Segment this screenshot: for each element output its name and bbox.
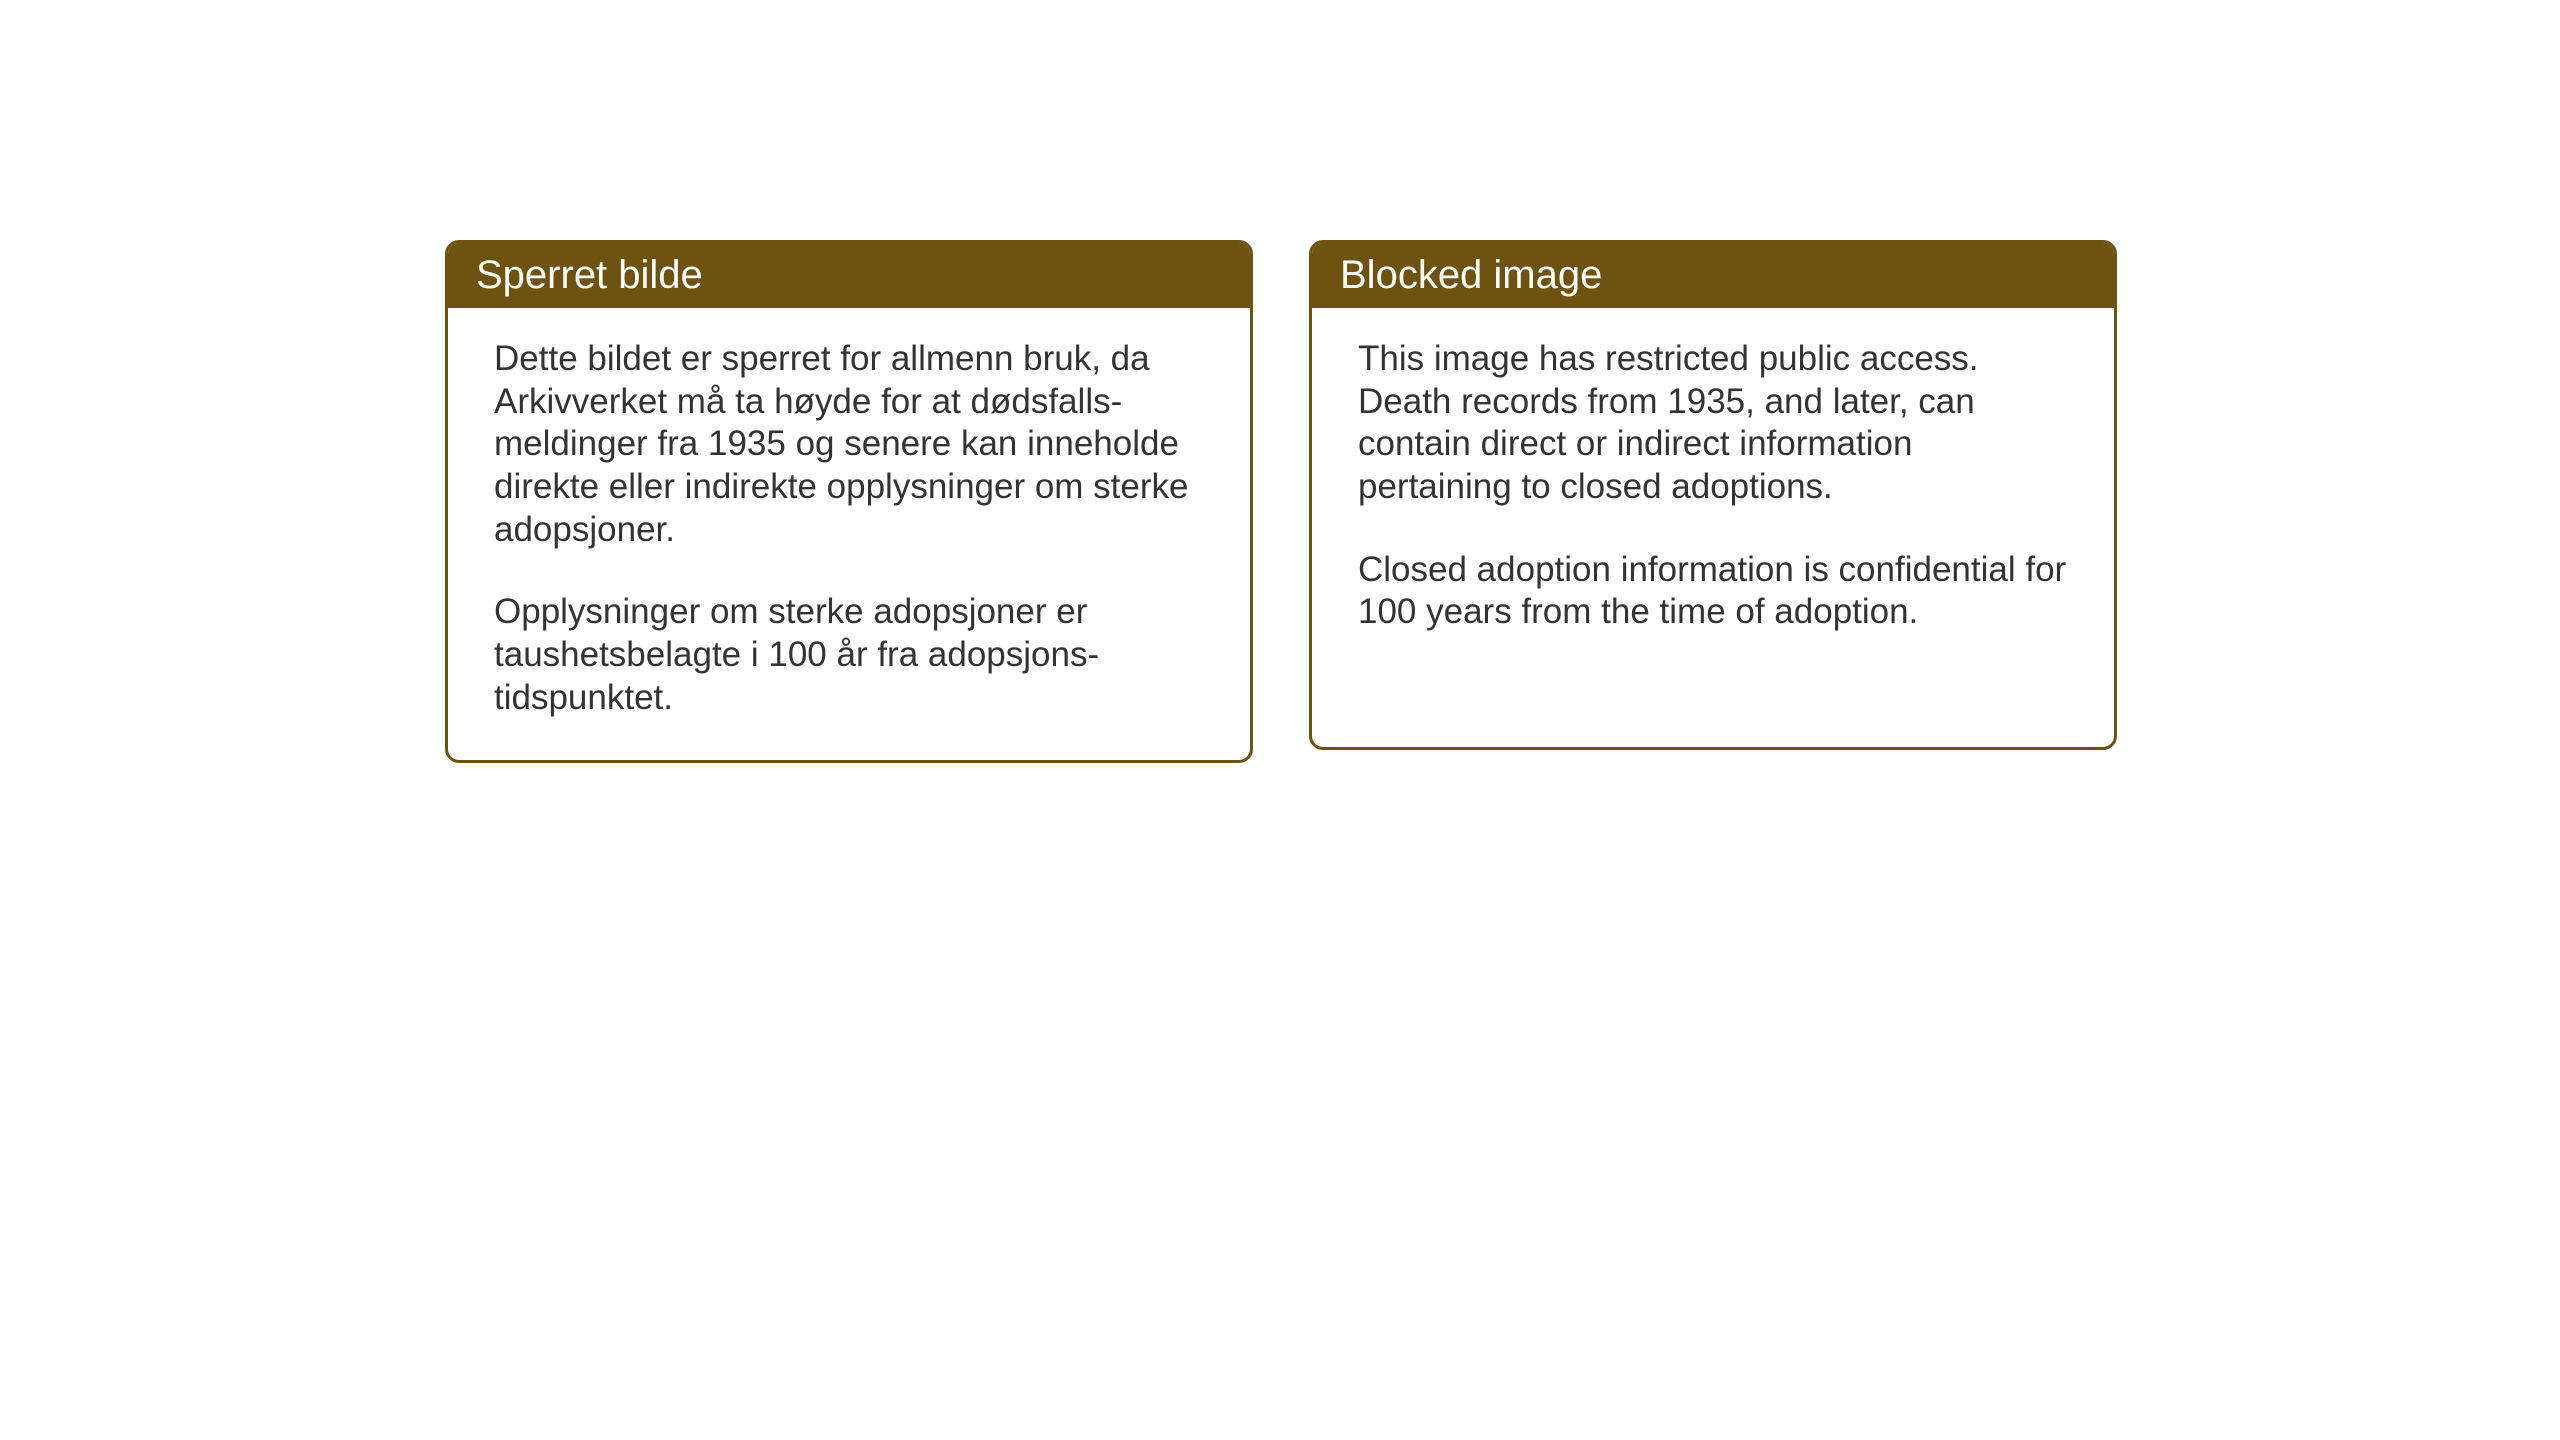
card-body-english: This image has restricted public access.… bbox=[1312, 308, 2114, 674]
card-header-english: Blocked image bbox=[1312, 243, 2114, 308]
card-paragraph-1-norwegian: Dette bildet er sperret for allmenn bruk… bbox=[494, 338, 1204, 551]
card-header-norwegian: Sperret bilde bbox=[448, 243, 1250, 308]
notice-card-english: Blocked image This image has restricted … bbox=[1309, 240, 2117, 750]
notice-container: Sperret bilde Dette bildet er sperret fo… bbox=[445, 240, 2117, 763]
card-body-norwegian: Dette bildet er sperret for allmenn bruk… bbox=[448, 308, 1250, 760]
card-paragraph-2-norwegian: Opplysninger om sterke adopsjoner er tau… bbox=[494, 591, 1204, 719]
card-title-english: Blocked image bbox=[1340, 253, 1602, 297]
notice-card-norwegian: Sperret bilde Dette bildet er sperret fo… bbox=[445, 240, 1253, 763]
card-paragraph-1-english: This image has restricted public access.… bbox=[1358, 338, 2068, 509]
card-paragraph-2-english: Closed adoption information is confident… bbox=[1358, 549, 2068, 634]
card-title-norwegian: Sperret bilde bbox=[476, 253, 703, 297]
